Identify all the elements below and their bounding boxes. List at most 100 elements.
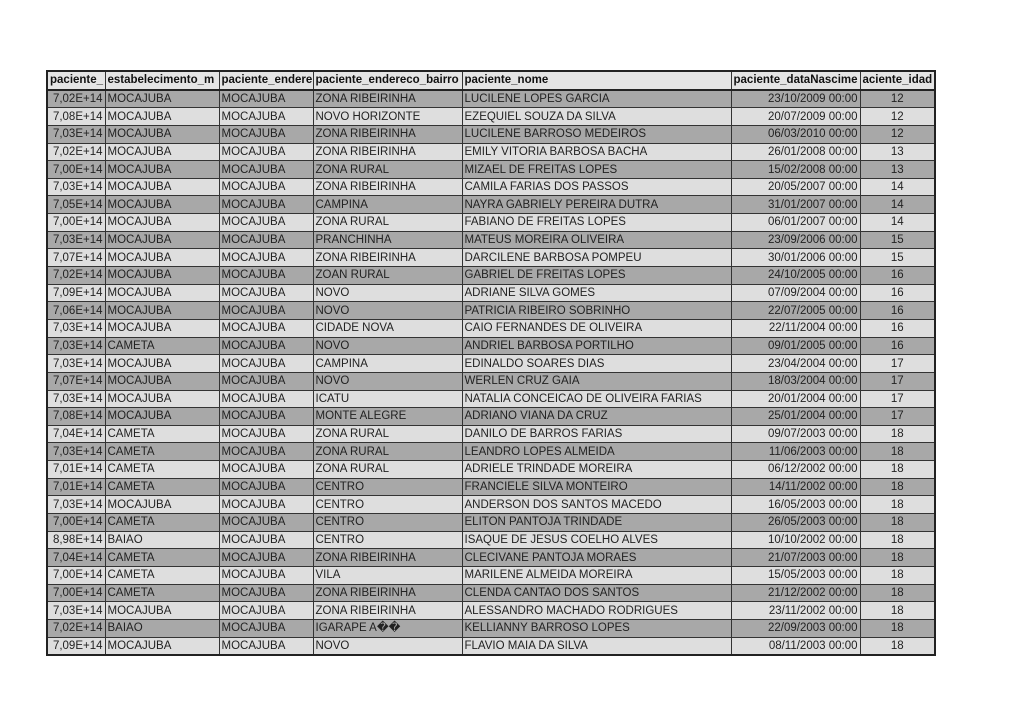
cell-birth-date: 21/07/2003 00:00 xyxy=(730,548,861,567)
table-row: 7,00E+14 MOCAJUBA MOCAJUBA ZONA RURAL FABIAN… xyxy=(46,213,936,232)
cell-address-city: MOCAJUBA xyxy=(218,530,314,550)
cell-age: 16 xyxy=(859,301,936,320)
cell-birth-date: 30/01/2006 00:00 xyxy=(730,248,861,268)
cell-establishment: MOCAJUBA xyxy=(104,177,220,197)
cell-establishment: MOCAJUBA xyxy=(104,213,220,232)
cell-patient-id: 7,03E+14 xyxy=(46,318,106,338)
cell-neighborhood: PRANCHINHA xyxy=(312,230,463,250)
cell-patient-name: NATALIA CONCEICAO DE OLIVEIRA FARIAS xyxy=(461,389,732,409)
cell-patient-id: 7,00E+14 xyxy=(46,583,106,603)
cell-address-city: MOCAJUBA xyxy=(218,513,314,532)
cell-birth-date: 10/10/2002 00:00 xyxy=(730,530,861,550)
cell-birth-date: 15/02/2008 00:00 xyxy=(730,160,861,179)
cell-age: 18 xyxy=(859,565,936,585)
cell-establishment: CAMETA xyxy=(104,460,220,479)
cell-address-city: MOCAJUBA xyxy=(218,601,314,620)
cell-address-city: MOCAJUBA xyxy=(218,636,314,656)
cell-address-city: MOCAJUBA xyxy=(218,548,314,567)
cell-address-city: MOCAJUBA xyxy=(218,407,314,426)
table-row: 7,01E+14 CAMETA MOCAJUBA CENTRO FRANCIELE SI… xyxy=(46,477,936,497)
cell-address-city: MOCAJUBA xyxy=(218,230,314,250)
cell-birth-date: 09/01/2005 00:00 xyxy=(730,336,861,356)
cell-age: 18 xyxy=(859,477,936,497)
cell-address-city: MOCAJUBA xyxy=(218,124,314,144)
cell-neighborhood: ZONA RIBEIRINHA xyxy=(312,601,463,620)
cell-address-city: MOCAJUBA xyxy=(218,442,314,462)
cell-patient-name: ADRIANO VIANA DA CRUZ xyxy=(461,407,732,426)
cell-address-city: MOCAJUBA xyxy=(218,477,314,497)
cell-patient-id: 7,02E+14 xyxy=(46,266,106,285)
cell-patient-name: CLECIVANE PANTOJA MORAES xyxy=(461,548,732,567)
cell-birth-date: 25/01/2004 00:00 xyxy=(730,407,861,426)
cell-neighborhood: ZONA RURAL xyxy=(312,460,463,479)
cell-age: 18 xyxy=(859,530,936,550)
cell-birth-date: 20/07/2009 00:00 xyxy=(730,107,861,126)
cell-age: 18 xyxy=(859,513,936,532)
cell-neighborhood: ZONA RURAL xyxy=(312,424,463,444)
cell-patient-id: 7,06E+14 xyxy=(46,301,106,320)
cell-establishment: MOCAJUBA xyxy=(104,301,220,320)
cell-establishment: MOCAJUBA xyxy=(104,266,220,285)
cell-age: 16 xyxy=(859,283,936,303)
cell-birth-date: 22/11/2004 00:00 xyxy=(730,318,861,338)
table-row: 7,03E+14 MOCAJUBA MOCAJUBA CAMPINA EDINALDO … xyxy=(46,354,936,373)
cell-patient-name: ADRIELE TRINDADE MOREIRA xyxy=(461,460,732,479)
cell-age: 17 xyxy=(859,389,936,409)
cell-address-city: MOCAJUBA xyxy=(218,89,314,109)
cell-patient-name: FLAVIO MAIA DA SILVA xyxy=(461,636,732,656)
cell-age: 13 xyxy=(859,142,936,162)
table-row: 7,05E+14 MOCAJUBA MOCAJUBA CAMPINA NAYRA GAB… xyxy=(46,195,936,215)
cell-patient-id: 7,01E+14 xyxy=(46,477,106,497)
cell-neighborhood: ZONA RIBEIRINHA xyxy=(312,124,463,144)
cell-establishment: BAIAO xyxy=(104,618,220,638)
cell-age: 17 xyxy=(859,371,936,391)
cell-establishment: MOCAJUBA xyxy=(104,495,220,515)
table-row: 7,03E+14 CAMETA MOCAJUBA NOVO ANDRIEL BARBOS… xyxy=(46,336,936,356)
table-row: 7,04E+14 CAMETA MOCAJUBA ZONA RIBEIRINHA CLE… xyxy=(46,548,936,567)
cell-patient-name: CAMILA FARIAS DOS PASSOS xyxy=(461,177,732,197)
cell-patient-name: EMILY VITORIA BARBOSA BACHA xyxy=(461,142,732,162)
cell-address-city: MOCAJUBA xyxy=(218,248,314,268)
cell-patient-name: LEANDRO LOPES ALMEIDA xyxy=(461,442,732,462)
cell-patient-name: DANILO DE BARROS FARIAS xyxy=(461,424,732,444)
cell-address-city: MOCAJUBA xyxy=(218,424,314,444)
column-header-establishment: estabelecimento_m xyxy=(104,70,220,91)
header-row: paciente_ estabelecimento_m paciente_ender… xyxy=(46,70,936,91)
cell-birth-date: 23/11/2002 00:00 xyxy=(730,601,861,620)
cell-neighborhood: CAMPINA xyxy=(312,195,463,215)
cell-birth-date: 20/01/2004 00:00 xyxy=(730,389,861,409)
cell-birth-date: 21/12/2002 00:00 xyxy=(730,583,861,603)
cell-establishment: MOCAJUBA xyxy=(104,371,220,391)
cell-patient-id: 7,03E+14 xyxy=(46,177,106,197)
cell-address-city: MOCAJUBA xyxy=(218,354,314,373)
cell-neighborhood: IGARAPE A�� xyxy=(312,618,463,638)
cell-patient-name: ADRIANE SILVA GOMES xyxy=(461,283,732,303)
cell-birth-date: 15/05/2003 00:00 xyxy=(730,565,861,585)
table-row: 7,08E+14 MOCAJUBA MOCAJUBA NOVO HORIZONTE EZ… xyxy=(46,107,936,126)
cell-establishment: CAMETA xyxy=(104,424,220,444)
cell-neighborhood: MONTE ALEGRE xyxy=(312,407,463,426)
cell-address-city: MOCAJUBA xyxy=(218,283,314,303)
table-row: 7,09E+14 MOCAJUBA MOCAJUBA NOVO ADRIANE SILV… xyxy=(46,283,936,303)
column-header-birth-date: paciente_dataNascime xyxy=(730,70,861,91)
cell-birth-date: 18/03/2004 00:00 xyxy=(730,371,861,391)
cell-birth-date: 23/10/2009 00:00 xyxy=(730,89,861,109)
cell-birth-date: 24/10/2005 00:00 xyxy=(730,266,861,285)
cell-establishment: MOCAJUBA xyxy=(104,407,220,426)
cell-address-city: MOCAJUBA xyxy=(218,160,314,179)
cell-establishment: CAMETA xyxy=(104,513,220,532)
cell-age: 16 xyxy=(859,336,936,356)
table-row: 7,08E+14 MOCAJUBA MOCAJUBA MONTE ALEGRE ADRI… xyxy=(46,407,936,426)
cell-address-city: MOCAJUBA xyxy=(218,318,314,338)
cell-establishment: CAMETA xyxy=(104,548,220,567)
cell-address-city: MOCAJUBA xyxy=(218,565,314,585)
cell-patient-name: FRANCIELE SILVA MONTEIRO xyxy=(461,477,732,497)
cell-patient-name: ANDERSON DOS SANTOS MACEDO xyxy=(461,495,732,515)
cell-birth-date: 31/01/2007 00:00 xyxy=(730,195,861,215)
cell-patient-name: CLENDA CANTAO DOS SANTOS xyxy=(461,583,732,603)
cell-patient-name: PATRICIA RIBEIRO SOBRINHO xyxy=(461,301,732,320)
cell-establishment: CAMETA xyxy=(104,442,220,462)
cell-neighborhood: CAMPINA xyxy=(312,354,463,373)
cell-neighborhood: ZONA RIBEIRINHA xyxy=(312,142,463,162)
cell-age: 17 xyxy=(859,407,936,426)
